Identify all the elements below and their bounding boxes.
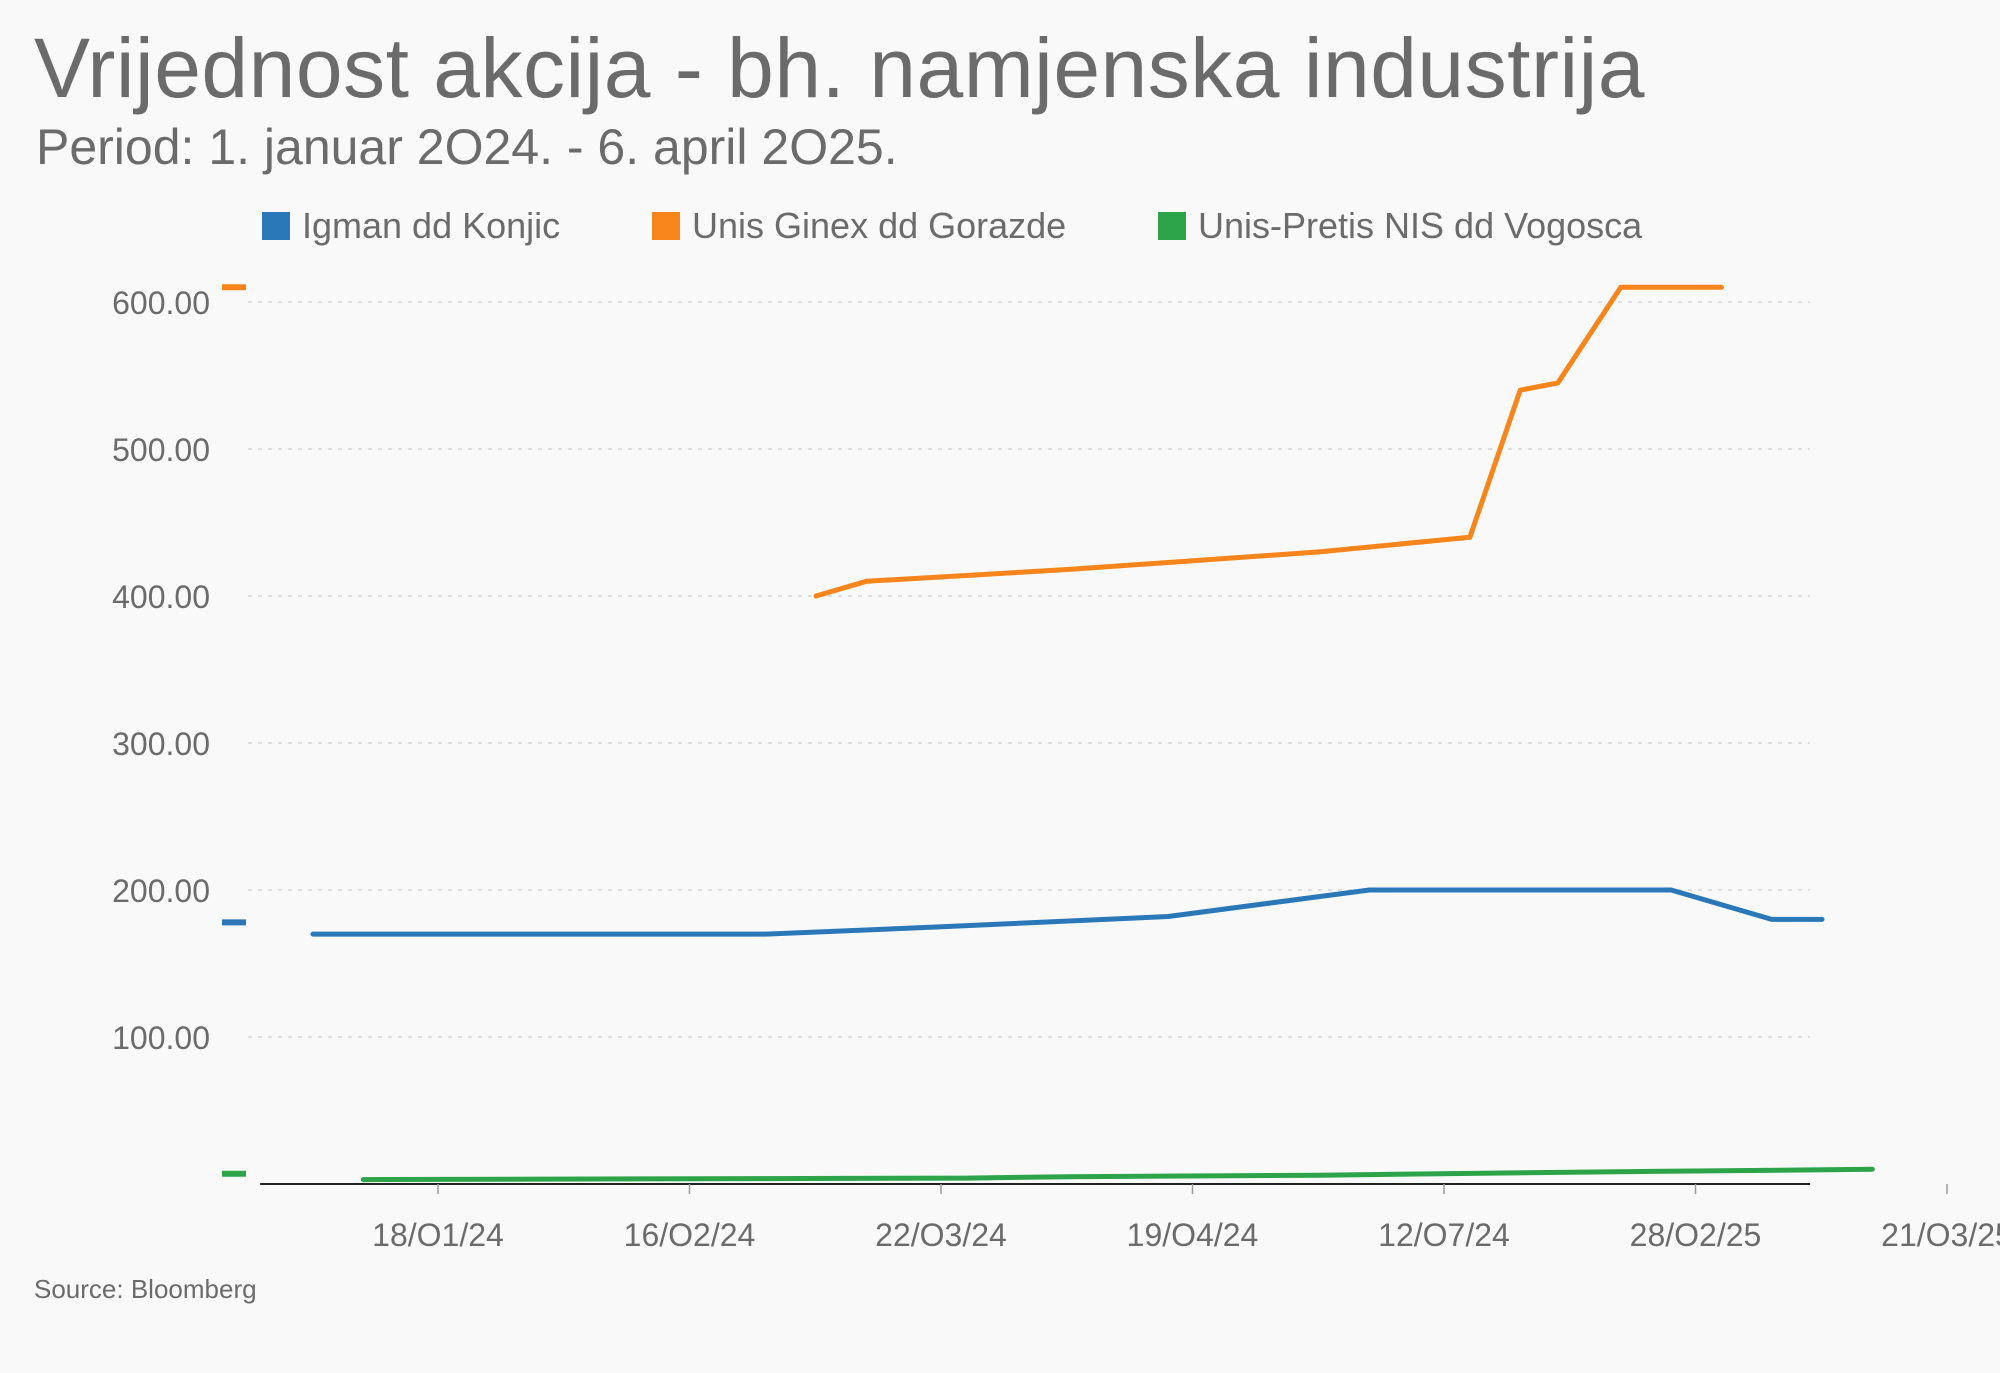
legend-item-pretis: Unis-Pretis NIS dd Vogosca xyxy=(1158,205,1642,247)
y-tick-label-600: 600.00 xyxy=(112,285,210,321)
x-tick-label-0: 18/O1/24 xyxy=(372,1217,504,1253)
source-note: Source: Bloomberg xyxy=(34,1274,257,1304)
y-tick-label-300: 300.00 xyxy=(112,726,210,762)
y-tick-label-200: 200.00 xyxy=(112,873,210,909)
y-tick-label-400: 400.00 xyxy=(112,579,210,615)
legend: Igman dd Konjic Unis Ginex dd Gorazde Un… xyxy=(0,205,2000,255)
legend-item-ginex: Unis Ginex dd Gorazde xyxy=(652,205,1066,247)
x-tick-label-1: 16/O2/24 xyxy=(624,1217,756,1253)
y-tick-label-500: 500.00 xyxy=(112,432,210,468)
legend-swatch-ginex xyxy=(652,212,680,240)
series-line-0 xyxy=(310,887,1825,937)
x-tick-label-3: 19/O4/24 xyxy=(1127,1217,1259,1253)
x-tick-label-4: 12/O7/24 xyxy=(1378,1217,1510,1253)
legend-swatch-igman xyxy=(262,212,290,240)
legend-label-igman: Igman dd Konjic xyxy=(302,205,561,246)
legend-label-ginex: Unis Ginex dd Gorazde xyxy=(692,205,1067,246)
x-tick-label-5: 28/O2/25 xyxy=(1630,1217,1762,1253)
chart-title: Vrijednost akcija - bh. namjenska indust… xyxy=(34,21,1645,115)
x-tick-label-6: 21/O3/25 xyxy=(1881,1217,2000,1253)
series-line-2 xyxy=(360,1166,1875,1183)
chart-subtitle: Period: 1. januar 2O24. - 6. april 2O25. xyxy=(36,119,898,175)
legend-swatch-pretis xyxy=(1158,212,1186,240)
legend-label-pretis: Unis-Pretis NIS dd Vogosca xyxy=(1198,205,1643,246)
x-tick-label-2: 22/O3/24 xyxy=(875,1217,1007,1253)
y-tick-label-100: 100.00 xyxy=(112,1020,210,1056)
legend-item-igman: Igman dd Konjic xyxy=(262,205,560,247)
series-line-1 xyxy=(813,284,1724,599)
